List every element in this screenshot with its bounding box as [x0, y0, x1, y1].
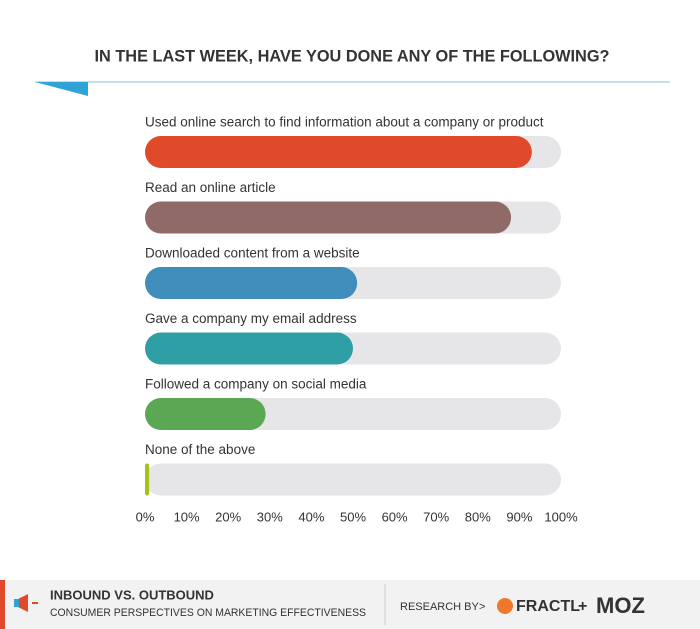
footer-band	[0, 580, 700, 629]
bar-label: Read an online article	[145, 180, 276, 195]
chart-title: IN THE LAST WEEK, HAVE YOU DONE ANY OF T…	[95, 46, 610, 65]
fractl-logo	[497, 598, 513, 614]
partner-fractl: FRACTL	[516, 598, 580, 615]
megaphone-icon	[14, 594, 38, 612]
x-tick-label: 10%	[174, 509, 200, 524]
x-tick-label: 90%	[506, 509, 532, 524]
footer-subtitle: CONSUMER PERSPECTIVES ON MARKETING EFFEC…	[50, 607, 366, 619]
x-tick-label: 50%	[340, 509, 366, 524]
x-tick-label: 0%	[136, 509, 155, 524]
title-accent	[35, 82, 88, 96]
bar	[145, 332, 353, 365]
x-tick-label: 30%	[257, 509, 283, 524]
bar	[145, 201, 512, 234]
arrow-icon: >	[479, 601, 485, 613]
plus-sign: +	[578, 598, 587, 615]
bar	[145, 136, 532, 168]
x-tick-label: 60%	[382, 509, 408, 524]
x-tick-label: 70%	[423, 509, 449, 524]
x-tick-label: 100%	[544, 509, 578, 524]
footer-stripe	[0, 580, 5, 629]
bar	[145, 463, 150, 496]
bar-label: None of the above	[145, 442, 255, 457]
bar	[145, 398, 266, 430]
bar	[145, 267, 358, 299]
bar-label: Used online search to find information a…	[145, 115, 544, 130]
bar-label: Gave a company my email address	[145, 311, 357, 326]
x-tick-label: 80%	[465, 509, 491, 524]
bar-track	[145, 463, 561, 496]
footer-title: INBOUND VS. OUTBOUND	[50, 587, 214, 602]
partner-moz: MOZ	[596, 593, 645, 618]
bar-label: Followed a company on social media	[145, 377, 367, 392]
research-by: RESEARCH BY	[400, 601, 480, 613]
x-tick-label: 20%	[215, 509, 241, 524]
x-tick-label: 40%	[298, 509, 324, 524]
chart: Used online search to find information a…	[136, 115, 578, 525]
bar-label: Downloaded content from a website	[145, 246, 360, 261]
